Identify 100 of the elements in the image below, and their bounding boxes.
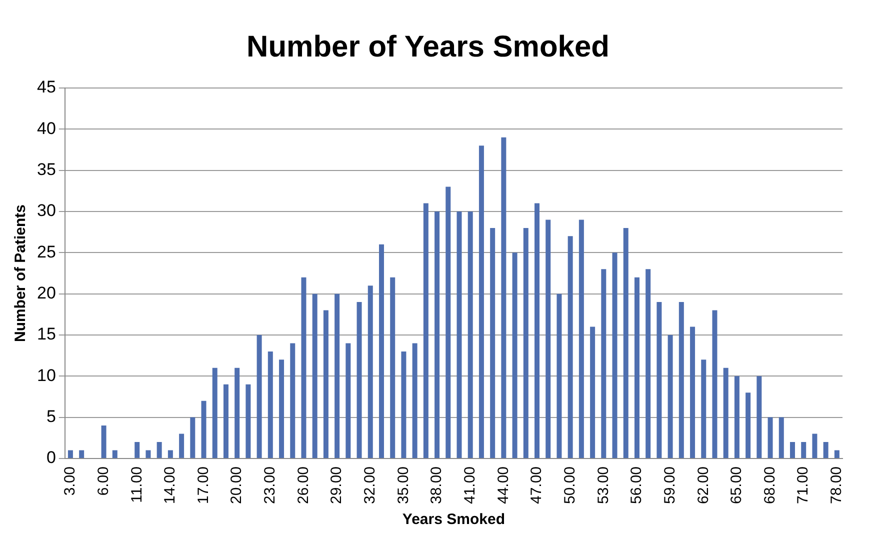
x-tick-label: 38.00 — [428, 466, 446, 504]
bar — [556, 294, 562, 458]
x-tick-label: 59.00 — [661, 466, 678, 504]
bar — [646, 269, 651, 458]
bar — [168, 450, 173, 458]
bar — [368, 286, 373, 458]
bar — [468, 211, 473, 458]
x-axis-title: Years Smoked — [402, 511, 505, 528]
bar — [756, 376, 762, 458]
bar — [778, 417, 784, 458]
x-tick-label: 78.00 — [828, 466, 846, 504]
y-tick-label: 10 — [36, 366, 56, 385]
x-tick-label: 29.00 — [328, 466, 346, 504]
bar — [768, 417, 773, 458]
bar — [434, 211, 440, 458]
bar — [334, 294, 340, 458]
bar — [356, 302, 362, 458]
y-tick-label: 45 — [36, 78, 56, 97]
bar — [734, 376, 740, 458]
bar — [823, 442, 828, 458]
bar — [456, 211, 462, 458]
y-tick-label: 25 — [36, 242, 56, 262]
bar — [523, 228, 528, 458]
x-tick-label: 6.00 — [94, 466, 112, 496]
x-tick-label: 23.00 — [262, 466, 279, 504]
bar — [256, 334, 262, 458]
bar — [390, 277, 396, 458]
bar — [323, 310, 328, 458]
bar — [268, 351, 273, 458]
bar — [146, 450, 151, 458]
bar — [534, 203, 540, 458]
bar — [712, 310, 718, 458]
bar — [279, 360, 284, 458]
bar — [490, 228, 496, 458]
bar — [512, 252, 518, 458]
bar — [223, 384, 228, 458]
bar — [79, 450, 84, 458]
bar — [312, 294, 318, 458]
bar — [678, 302, 684, 458]
bar — [101, 426, 106, 458]
bar — [501, 137, 506, 458]
x-tick-label: 32.00 — [362, 466, 379, 504]
y-tick-label: 20 — [36, 284, 56, 302]
bar — [623, 228, 628, 458]
bar — [723, 368, 728, 458]
bar — [590, 326, 596, 458]
bar — [290, 343, 296, 458]
y-axis-title: Number of Patients — [12, 204, 30, 342]
x-tick-label: 14.00 — [162, 466, 179, 504]
x-tick-label: 41.00 — [462, 466, 478, 504]
bar — [112, 450, 118, 458]
x-tick-label: 68.00 — [761, 466, 778, 504]
bar — [690, 326, 696, 458]
x-tick-label: 3.00 — [62, 466, 79, 496]
bar — [801, 442, 806, 458]
bar — [668, 334, 673, 458]
bar — [346, 343, 351, 458]
bar — [378, 244, 384, 458]
bar — [568, 236, 573, 458]
bar — [812, 434, 818, 458]
bar — [446, 186, 451, 458]
x-tick-label: 11.00 — [128, 466, 146, 503]
bar — [423, 203, 428, 458]
x-tick-label: 62.00 — [694, 466, 712, 504]
bar — [834, 450, 840, 458]
chart-title: Number of Years Smoked — [246, 30, 610, 64]
bar — [190, 417, 196, 458]
bar — [656, 302, 662, 458]
y-tick-label: 15 — [36, 324, 56, 344]
bar — [68, 450, 73, 458]
x-tick-label: 35.00 — [394, 466, 412, 504]
bar — [234, 368, 240, 458]
bar — [156, 442, 162, 458]
bar — [634, 277, 640, 458]
x-tick-label: 44.00 — [494, 466, 512, 504]
bar — [790, 442, 795, 458]
bar — [701, 360, 706, 458]
bar — [612, 252, 618, 458]
bar — [478, 146, 484, 458]
bar — [301, 277, 306, 458]
y-tick-label: 0 — [46, 448, 56, 468]
x-tick-label: 47.00 — [528, 466, 546, 504]
y-tick-label: 40 — [36, 118, 56, 138]
y-tick-label: 30 — [36, 201, 56, 220]
bar — [179, 434, 184, 458]
bar — [546, 220, 551, 458]
bar — [578, 220, 584, 458]
bar — [401, 351, 406, 458]
x-tick-label: 26.00 — [294, 466, 312, 504]
x-tick-label: 65.00 — [728, 466, 746, 504]
bar — [746, 392, 751, 458]
bar — [246, 384, 251, 458]
bar — [201, 400, 206, 458]
x-tick-label: 56.00 — [628, 466, 646, 504]
bar — [412, 343, 418, 458]
x-tick-label: 20.00 — [228, 466, 246, 504]
x-tick-label: 71.00 — [794, 466, 812, 504]
bar — [601, 269, 606, 458]
bar — [134, 442, 140, 458]
x-tick-label: 50.00 — [561, 466, 578, 504]
